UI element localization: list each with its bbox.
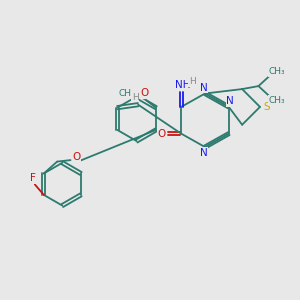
Text: CH₃: CH₃ xyxy=(268,96,285,105)
Text: H: H xyxy=(132,93,139,102)
Text: N: N xyxy=(226,96,234,106)
Text: NH: NH xyxy=(175,80,190,90)
Text: O: O xyxy=(158,129,166,139)
Text: CH₃: CH₃ xyxy=(268,67,285,76)
Text: CH₃: CH₃ xyxy=(118,89,135,98)
Text: N: N xyxy=(200,82,207,93)
Text: N: N xyxy=(200,148,207,158)
Text: F: F xyxy=(30,173,36,183)
Text: H: H xyxy=(189,77,196,86)
Text: S: S xyxy=(263,102,270,112)
Text: O: O xyxy=(140,88,148,98)
Text: O: O xyxy=(72,152,81,162)
